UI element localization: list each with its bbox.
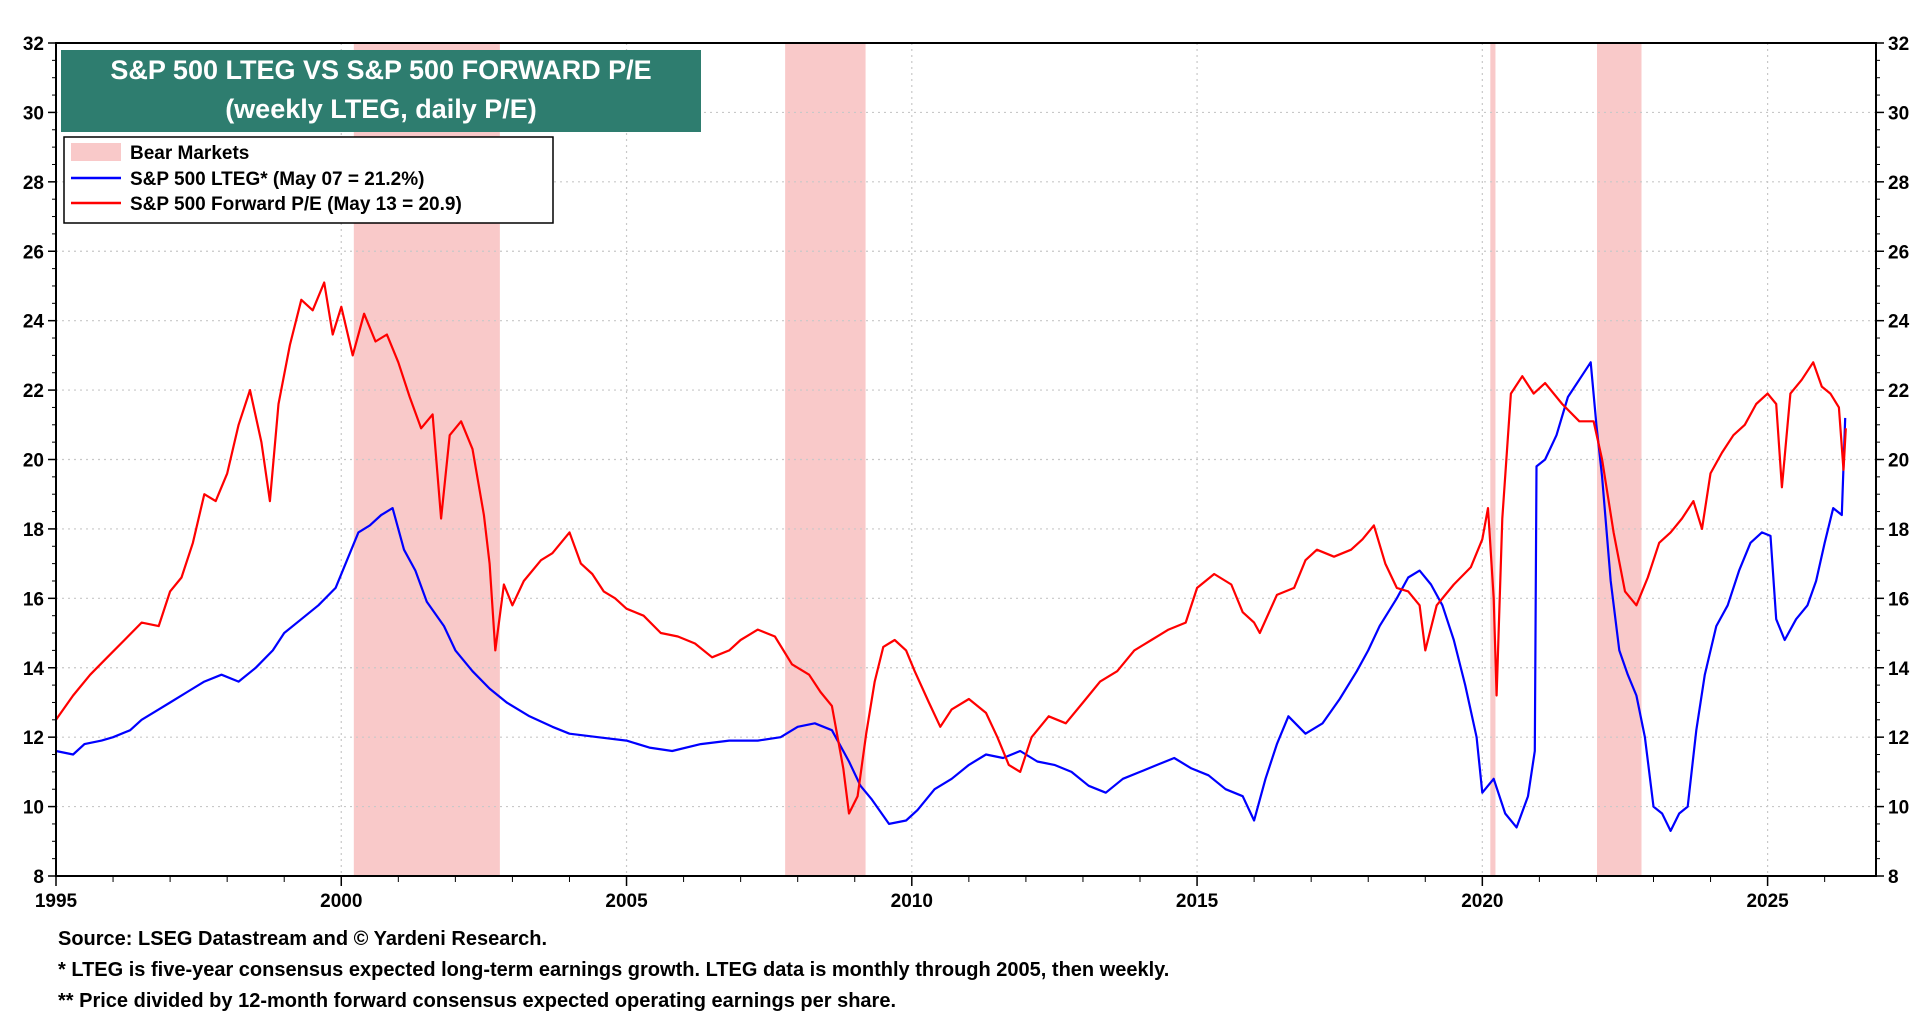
legend: Bear Markets S&P 500 LTEG* (May 07 = 21.…: [63, 136, 554, 224]
x-tick-label: 1995: [35, 891, 78, 912]
y-tick-label-right: 30: [1888, 103, 1909, 124]
y-tick-label-left: 18: [23, 520, 44, 541]
y-tick-label-right: 18: [1888, 520, 1909, 541]
x-tick-label: 2020: [1461, 891, 1503, 912]
y-tick-label-right: 20: [1888, 451, 1909, 472]
x-tick-label: 2010: [891, 891, 933, 912]
y-tick-label-right: 28: [1888, 173, 1909, 194]
legend-label-forward-pe: S&P 500 Forward P/E (May 13 = 20.9): [130, 194, 462, 215]
x-tick-label: 2005: [605, 891, 648, 912]
y-tick-label-right: 12: [1888, 728, 1909, 749]
chart-subtitle: (weekly LTEG, daily P/E): [225, 94, 537, 124]
y-tick-label-right: 22: [1888, 381, 1909, 402]
y-tick-label-left: 32: [23, 34, 44, 55]
bear-market-band-3: [1490, 43, 1496, 876]
x-tick-label: 2000: [320, 891, 362, 912]
y-tick-label-right: 16: [1888, 589, 1909, 610]
series-lines: [55, 281, 1847, 833]
y-tick-label-left: 24: [23, 312, 45, 333]
y-tick-label-right: 8: [1888, 867, 1899, 888]
y-tick-label-left: 28: [23, 173, 44, 194]
y-tick-label-left: 20: [23, 451, 44, 472]
series-forward-pe-line: [55, 281, 1847, 815]
footnote-pe-definition: ** Price divided by 12-month forward con…: [58, 990, 897, 1012]
y-tick-label-right: 24: [1888, 312, 1910, 333]
footnote-source: Source: LSEG Datastream and © Yardeni Re…: [58, 928, 548, 950]
y-tick-label-left: 16: [23, 589, 44, 610]
y-tick-label-left: 8: [33, 867, 44, 888]
x-tick-label: 2025: [1746, 891, 1789, 912]
y-tick-label-right: 10: [1888, 798, 1909, 819]
title-box: S&P 500 LTEG VS S&P 500 FORWARD P/E (wee…: [61, 50, 701, 132]
y-tick-label-right: 26: [1888, 242, 1909, 263]
y-tick-label-right: 14: [1888, 659, 1910, 680]
legend-swatch-bear-markets: [71, 143, 121, 161]
y-tick-label-left: 12: [23, 728, 44, 749]
legend-label-lteg: S&P 500 LTEG* (May 07 = 21.2%): [130, 169, 424, 190]
series-lteg-line: [55, 361, 1847, 833]
y-tick-label-right: 32: [1888, 34, 1909, 55]
y-tick-label-left: 14: [23, 659, 45, 680]
footnote-lteg-definition: * LTEG is five-year consensus expected l…: [58, 959, 1170, 981]
y-tick-label-left: 10: [23, 798, 44, 819]
y-tick-label-left: 26: [23, 242, 44, 263]
y-tick-label-left: 22: [23, 381, 44, 402]
y-tick-label-left: 30: [23, 103, 44, 124]
chart-title: S&P 500 LTEG VS S&P 500 FORWARD P/E: [110, 55, 651, 85]
x-tick-label: 2015: [1176, 891, 1219, 912]
legend-frame: [63, 136, 554, 224]
legend-label-bear-markets: Bear Markets: [130, 143, 249, 164]
title-box-background: [61, 50, 701, 132]
